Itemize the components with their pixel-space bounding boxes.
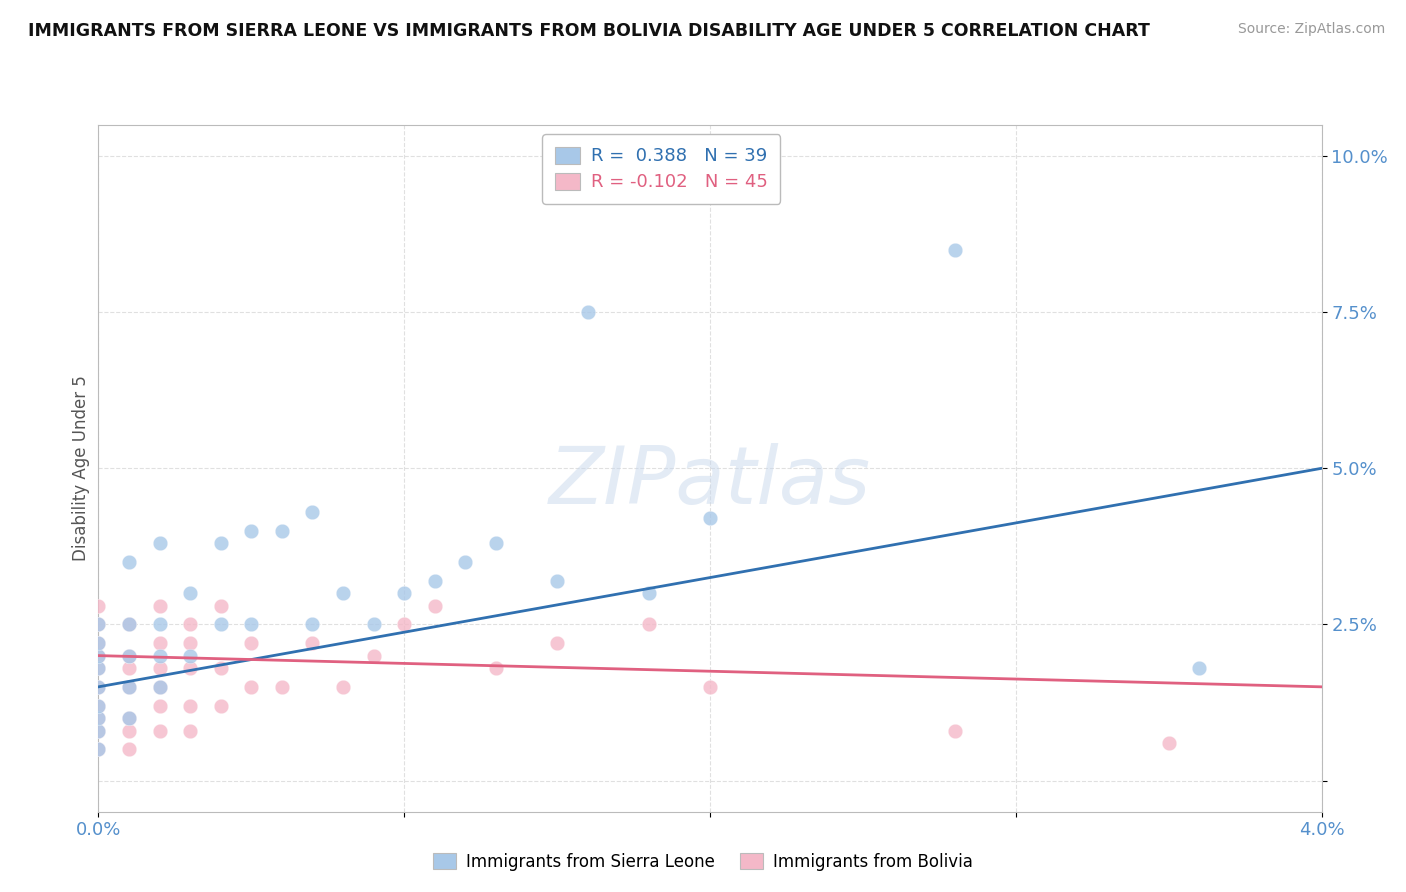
Point bbox=[149, 661, 172, 675]
Point bbox=[149, 723, 172, 738]
Y-axis label: Disability Age Under 5: Disability Age Under 5 bbox=[72, 376, 90, 561]
Point bbox=[363, 617, 385, 632]
Point bbox=[546, 574, 568, 588]
Point bbox=[87, 617, 110, 632]
Point bbox=[87, 636, 110, 650]
Point bbox=[87, 711, 110, 725]
Point bbox=[149, 617, 172, 632]
Point bbox=[118, 711, 141, 725]
Point bbox=[87, 723, 110, 738]
Point bbox=[423, 574, 446, 588]
Point bbox=[423, 599, 446, 613]
Point bbox=[149, 680, 172, 694]
Point bbox=[240, 636, 263, 650]
Point bbox=[118, 680, 141, 694]
Legend: Immigrants from Sierra Leone, Immigrants from Bolivia: Immigrants from Sierra Leone, Immigrants… bbox=[425, 845, 981, 880]
Point bbox=[87, 742, 110, 756]
Point bbox=[149, 680, 172, 694]
Point bbox=[485, 661, 508, 675]
Point bbox=[87, 723, 110, 738]
Point bbox=[149, 536, 172, 550]
Point bbox=[118, 617, 141, 632]
Point bbox=[699, 680, 721, 694]
Point bbox=[392, 586, 416, 600]
Point bbox=[87, 680, 110, 694]
Point bbox=[179, 648, 201, 663]
Point bbox=[87, 742, 110, 756]
Point bbox=[87, 698, 110, 713]
Point bbox=[118, 723, 141, 738]
Point bbox=[149, 599, 172, 613]
Point bbox=[118, 711, 141, 725]
Point bbox=[87, 636, 110, 650]
Point bbox=[87, 617, 110, 632]
Point bbox=[240, 524, 263, 538]
Point bbox=[270, 680, 294, 694]
Point bbox=[270, 524, 294, 538]
Point bbox=[118, 648, 141, 663]
Point bbox=[943, 243, 966, 257]
Point bbox=[149, 698, 172, 713]
Text: IMMIGRANTS FROM SIERRA LEONE VS IMMIGRANTS FROM BOLIVIA DISABILITY AGE UNDER 5 C: IMMIGRANTS FROM SIERRA LEONE VS IMMIGRAN… bbox=[28, 22, 1150, 40]
Point bbox=[332, 586, 354, 600]
Point bbox=[118, 661, 141, 675]
Point bbox=[240, 680, 263, 694]
Point bbox=[363, 648, 385, 663]
Point bbox=[332, 680, 354, 694]
Point bbox=[87, 661, 110, 675]
Point bbox=[118, 742, 141, 756]
Point bbox=[118, 648, 141, 663]
Point bbox=[149, 648, 172, 663]
Point bbox=[87, 599, 110, 613]
Point bbox=[454, 555, 477, 569]
Point bbox=[485, 536, 508, 550]
Point bbox=[87, 648, 110, 663]
Point bbox=[1157, 736, 1180, 750]
Point bbox=[179, 617, 201, 632]
Point bbox=[546, 636, 568, 650]
Point bbox=[301, 636, 323, 650]
Point bbox=[699, 511, 721, 525]
Point bbox=[179, 661, 201, 675]
Point bbox=[179, 586, 201, 600]
Point bbox=[179, 723, 201, 738]
Text: Source: ZipAtlas.com: Source: ZipAtlas.com bbox=[1237, 22, 1385, 37]
Point bbox=[301, 505, 323, 519]
Point bbox=[392, 617, 416, 632]
Point bbox=[637, 586, 661, 600]
Point bbox=[301, 617, 323, 632]
Point bbox=[87, 698, 110, 713]
Point bbox=[87, 648, 110, 663]
Point bbox=[118, 555, 141, 569]
Legend: R =  0.388   N = 39, R = -0.102   N = 45: R = 0.388 N = 39, R = -0.102 N = 45 bbox=[541, 134, 780, 204]
Point bbox=[1188, 661, 1211, 675]
Point bbox=[637, 617, 661, 632]
Point bbox=[118, 617, 141, 632]
Point bbox=[118, 680, 141, 694]
Point bbox=[87, 680, 110, 694]
Point bbox=[179, 698, 201, 713]
Text: ZIPatlas: ZIPatlas bbox=[548, 443, 872, 521]
Point bbox=[209, 661, 232, 675]
Point bbox=[209, 599, 232, 613]
Point bbox=[240, 617, 263, 632]
Point bbox=[209, 536, 232, 550]
Point bbox=[943, 723, 966, 738]
Point bbox=[209, 698, 232, 713]
Point bbox=[209, 617, 232, 632]
Point bbox=[87, 661, 110, 675]
Point bbox=[149, 636, 172, 650]
Point bbox=[87, 711, 110, 725]
Point bbox=[179, 636, 201, 650]
Point bbox=[576, 305, 599, 319]
